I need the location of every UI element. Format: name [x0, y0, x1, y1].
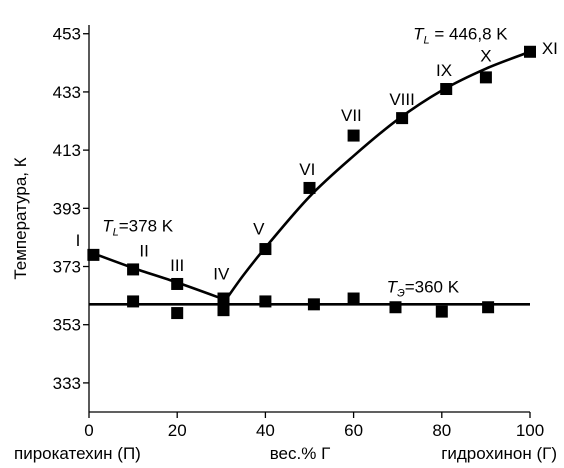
data-point [347, 292, 360, 305]
point-label: I [76, 231, 81, 250]
data-point [307, 298, 320, 311]
data-points [87, 45, 536, 320]
point-label: VII [341, 106, 362, 125]
x-label-center: вес.% Г [270, 444, 331, 463]
axes: 333 353 373 393 413 433 453 0 20 40 60 80 100 Темпера… [11, 25, 557, 463]
data-point [87, 248, 100, 261]
y-tick-label: 353 [53, 316, 81, 335]
point-label: II [139, 241, 148, 260]
point-label: VIII [389, 90, 415, 109]
data-point [171, 307, 184, 320]
point-label: VI [299, 160, 315, 179]
x-label-left: пирокатехин (П) [14, 444, 141, 463]
data-point [347, 129, 360, 142]
data-point [482, 301, 495, 314]
data-point [259, 295, 272, 308]
liquidus-right-curve [224, 50, 531, 301]
data-point [217, 292, 230, 305]
liquidus-left-curve [92, 252, 227, 302]
point-label: IX [436, 61, 452, 80]
y-axis-title: Температура, К [11, 157, 30, 279]
y-tick-label: 333 [53, 374, 81, 393]
data-point [171, 277, 184, 290]
data-point [396, 112, 409, 125]
point-label: III [170, 256, 184, 275]
data-point [303, 181, 316, 194]
point-label: X [480, 46, 491, 65]
data-point [127, 263, 140, 276]
x-tick-label: 20 [168, 421, 187, 440]
data-point [259, 243, 272, 256]
data-point [435, 305, 448, 318]
x-label-right: гидрохинон (Г) [441, 444, 557, 463]
point-label: XI [542, 39, 558, 58]
x-tick-label: 60 [344, 421, 363, 440]
x-tick-label: 80 [432, 421, 451, 440]
point-label: IV [213, 265, 230, 284]
data-point [217, 304, 230, 317]
temperature-annotation: TL=378 K [102, 217, 174, 239]
y-tick-label: 453 [53, 25, 81, 44]
x-tick-label: 40 [256, 421, 275, 440]
data-point [479, 71, 492, 84]
y-tick-label: 413 [53, 141, 81, 160]
data-point [440, 83, 453, 96]
data-point [127, 295, 140, 308]
temperature-annotation: TL = 446,8 K [413, 25, 508, 47]
y-tick-label: 393 [53, 199, 81, 218]
point-label: V [253, 220, 265, 239]
x-tick-label: 0 [84, 421, 93, 440]
x-tick-label: 100 [516, 421, 544, 440]
y-tick-label: 373 [53, 258, 81, 277]
data-point [389, 301, 402, 314]
data-point [524, 45, 536, 58]
temperature-annotation: TЭ=360 K [387, 278, 460, 300]
y-tick-label: 433 [53, 83, 81, 102]
